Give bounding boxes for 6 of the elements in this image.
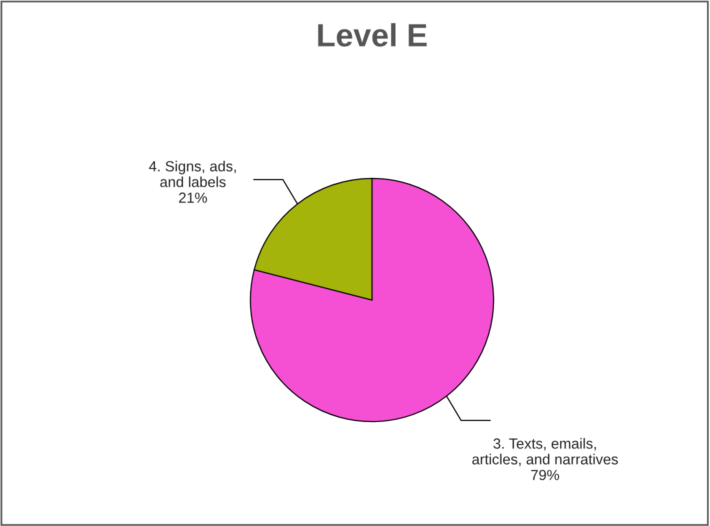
slice-label: 4. Signs, ads, and labels [149, 160, 236, 188]
data-label: 79% [531, 470, 560, 480]
data-label: 21% [179, 192, 207, 203]
pie-slice [250, 178, 494, 422]
slice-label: 3. Texts, emails, articles, and narratives [472, 438, 618, 466]
chart-title: Level E [318, 23, 427, 47]
